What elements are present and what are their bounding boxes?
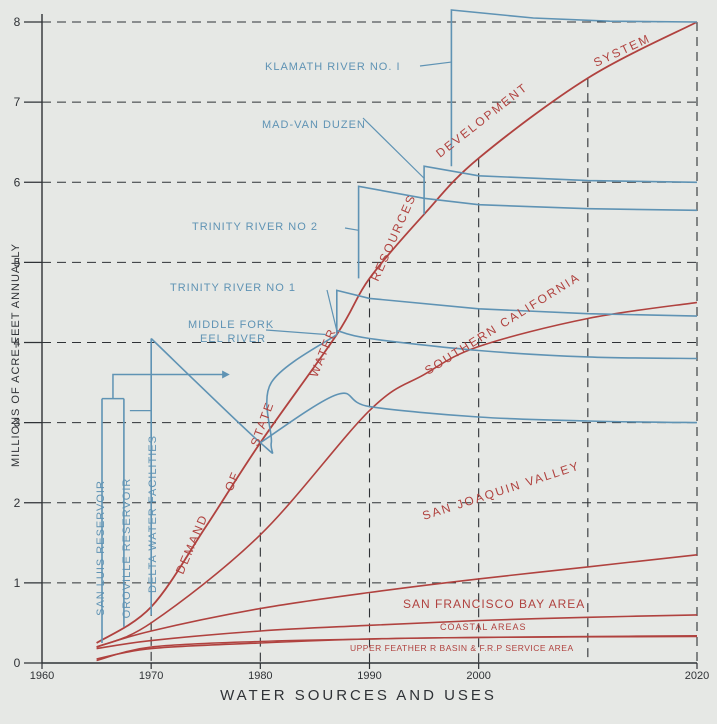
x-tick-label: 1960: [30, 670, 54, 682]
supply-line-9: [423, 165, 698, 215]
label-trinity-river-2: TRINITY RIVER NO 2: [192, 221, 318, 233]
x-tick-label: 1980: [248, 670, 272, 682]
label-coastal-areas: COASTAL AREAS: [440, 622, 527, 632]
demand-line-1: [96, 21, 698, 644]
supply-line-6: [336, 329, 698, 360]
y-tick-label: 5: [14, 255, 21, 269]
y-tick-label: 1: [14, 576, 21, 590]
leader-line: [326, 289, 338, 331]
demand-line-2: [96, 301, 698, 648]
label-mad-van-duzen: MAD-VAN DUZEN: [262, 119, 366, 131]
supply-line-7: [336, 289, 698, 335]
label-southern-california: SOUTHERN CALIFORNIA: [422, 270, 583, 378]
reservoir-brace: [102, 373, 228, 400]
y-tick-label: 4: [14, 336, 21, 350]
label-resources: RESOURCES: [368, 192, 419, 284]
x-tick-label: 1970: [139, 670, 163, 682]
x-tick-label: 2000: [466, 670, 490, 682]
label-upper-feather: UPPER FEATHER R BASIN & F.R.P SERVICE AR…: [350, 643, 574, 653]
label-middle-fork: MIDDLE FORK: [188, 319, 274, 331]
label-san-joaquin-valley: SAN JOAQUIN VALLEY: [421, 459, 582, 523]
upper-feather-line: [96, 635, 698, 662]
label-system: SYSTEM: [591, 31, 653, 70]
label-san-francisco-bay-area: SAN FRANCISCO BAY AREA: [403, 597, 585, 611]
y-tick-label: 2: [14, 496, 21, 510]
supply-line-8: [357, 185, 698, 279]
demand-line-3: [96, 554, 698, 648]
y-tick-label: 3: [14, 416, 21, 430]
label-klamath-river: KLAMATH RIVER NO. I: [265, 61, 401, 73]
label-demand: DEMAND: [173, 512, 211, 576]
y-tick-label: 7: [14, 95, 21, 109]
y-tick-label: 8: [14, 15, 21, 29]
label-oroville-reservoir: OROVILLE RESERVOIR: [121, 478, 133, 619]
demand-line-4: [96, 614, 698, 650]
label-san-luis-reservoir: SAN LUIS RESERVOIR: [95, 480, 107, 616]
supply-line-10: [450, 9, 698, 167]
label-state: STATE: [248, 399, 277, 448]
leader-line: [344, 227, 359, 231]
supply-line-4: [150, 333, 338, 454]
y-tick-label: 0: [14, 656, 21, 670]
label-trinity-river-1: TRINITY RIVER NO 1: [170, 282, 296, 294]
y-tick-label: 6: [14, 175, 21, 189]
leader-line: [362, 117, 425, 179]
leader-line: [265, 329, 326, 336]
x-tick-label: 1990: [357, 670, 381, 682]
label-eel-river: EEL RIVER: [200, 333, 266, 345]
arrow-icon: [222, 370, 230, 379]
supply-line-5: [259, 392, 698, 444]
y-axis-label: MILLIONS OF ACRE-FEET ANNUALLY: [10, 243, 22, 467]
label-development: DEVELOPMENT: [433, 80, 530, 160]
x-tick-label: 2020: [685, 670, 709, 682]
leader-line: [419, 61, 452, 67]
chart-title: WATER SOURCES AND USES: [220, 687, 497, 704]
label-delta-water-facilities: DELTA WATER FACILITIES: [147, 435, 159, 593]
